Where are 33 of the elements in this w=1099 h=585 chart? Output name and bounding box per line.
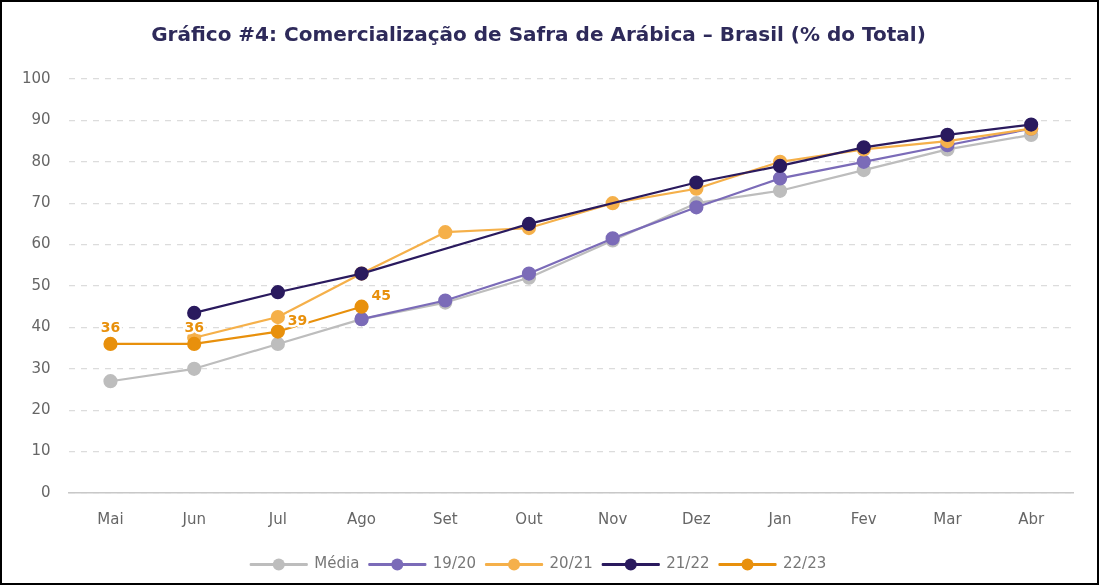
x-tick-label: Fev <box>850 509 877 528</box>
y-tick-label: 10 <box>31 441 51 460</box>
y-tick-label: 60 <box>31 234 51 253</box>
y-tick-label: 30 <box>31 358 51 377</box>
x-tick-label: Set <box>432 509 458 528</box>
x-tick-label: Out <box>515 509 543 528</box>
y-tick-label: 40 <box>31 317 51 336</box>
y-tick-label: 90 <box>31 110 51 129</box>
legend-label: 22/23 <box>783 554 827 573</box>
legend-label: 19/20 <box>432 554 477 573</box>
legend-label: 21/22 <box>666 554 710 573</box>
y-tick-label: 0 <box>41 482 51 501</box>
legend-label: Média <box>314 554 360 573</box>
y-tick-label: 20 <box>31 400 51 419</box>
x-tick-label: Dez <box>682 509 711 528</box>
x-tick-label: Ago <box>347 509 377 528</box>
data-label: 45 <box>371 287 392 304</box>
x-tick-label: Mar <box>933 509 963 528</box>
chart-title: Gráfico #4: Comercialização de Safra de Arábica – Brasil (% do Total) <box>151 22 926 47</box>
y-tick-label: 100 <box>21 68 51 87</box>
x-tick-label: Nov <box>598 509 628 528</box>
x-tick-label: Mai <box>97 509 124 528</box>
y-tick-label: 70 <box>31 193 51 212</box>
x-tick-label: Jul <box>267 509 287 528</box>
legend-label: 20/21 <box>549 554 593 573</box>
data-label: 36 <box>100 318 121 335</box>
y-tick-label: 80 <box>31 151 51 170</box>
x-tick-label: Abr <box>1018 509 1045 528</box>
data-label: 36 <box>184 318 204 335</box>
data-label: 39 <box>287 312 308 329</box>
x-tick-label: Jan <box>767 509 792 528</box>
y-tick-label: 50 <box>31 275 51 294</box>
x-tick-label: Jun <box>181 509 206 528</box>
